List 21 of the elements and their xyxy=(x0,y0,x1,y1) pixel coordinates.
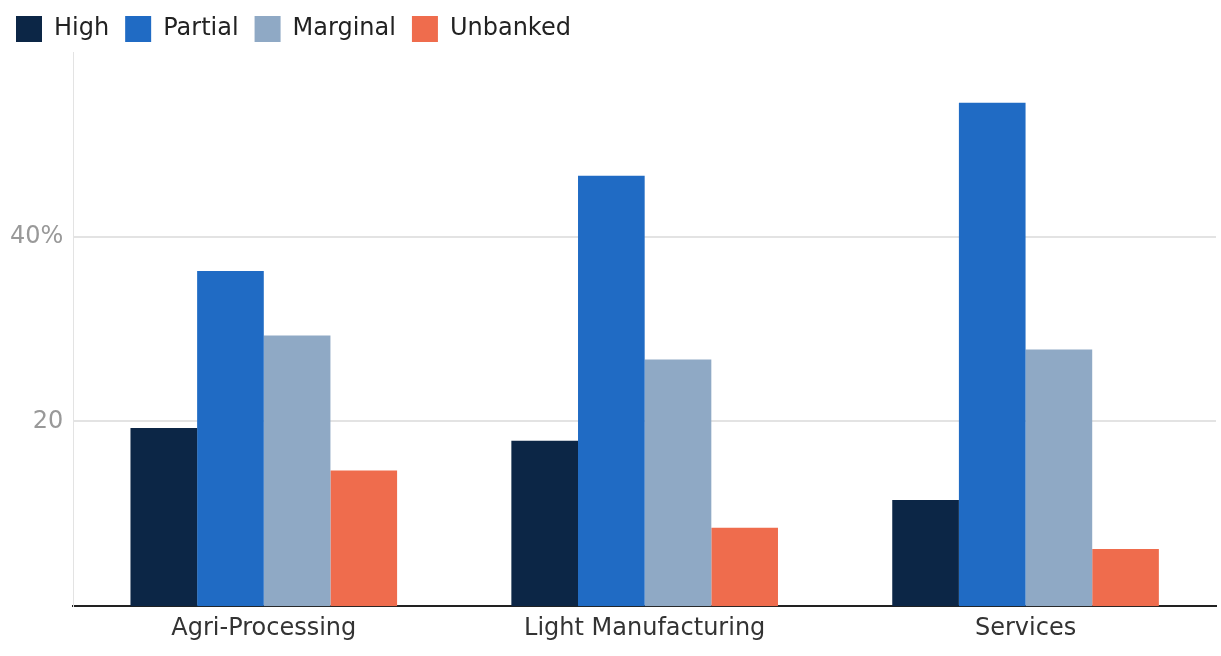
bar xyxy=(330,470,398,607)
bar xyxy=(892,499,959,607)
legend-label: Partial xyxy=(163,13,239,42)
x-tick-label: Light Manufacturing xyxy=(524,612,766,641)
legend-label: High xyxy=(54,13,110,42)
bar xyxy=(578,175,645,607)
bar xyxy=(1025,349,1093,607)
legend-label: Unbanked xyxy=(449,13,571,42)
legend-label: Marginal xyxy=(292,13,396,42)
bar xyxy=(130,427,198,607)
bar xyxy=(711,527,778,607)
bar xyxy=(1092,548,1159,607)
bar xyxy=(197,270,264,607)
bar xyxy=(958,102,1026,607)
x-tick-label: Agri-Processing xyxy=(171,612,357,641)
bar xyxy=(511,440,579,607)
y-tick-label: 40% xyxy=(10,220,64,249)
x-tick-label: Services xyxy=(974,612,1077,641)
y-tick-label: 20 xyxy=(32,405,64,434)
bar xyxy=(263,335,331,607)
bar xyxy=(644,359,712,607)
